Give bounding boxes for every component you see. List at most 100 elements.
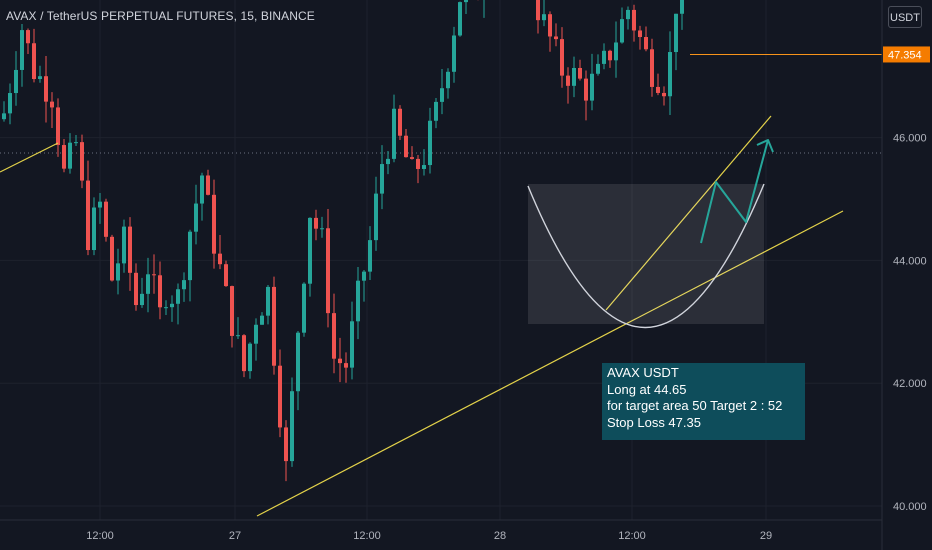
symbol-title[interactable]: AVAX / TetherUS PERPETUAL FUTURES, 15, B… <box>6 9 315 23</box>
time-tick-label: 29 <box>760 530 772 542</box>
candle-body <box>572 67 576 86</box>
candle-body <box>218 253 222 265</box>
candle-body <box>314 217 318 229</box>
time-axis: 12:00 27 12:00 28 12:00 29 <box>0 519 882 542</box>
candle-body <box>386 158 390 165</box>
candle-body <box>452 35 456 72</box>
candle-body <box>230 286 234 336</box>
candle-body <box>422 165 426 169</box>
candle-body <box>458 2 462 36</box>
price-axis: 54.00052.00050.00046.00044.00042.00040.0… <box>881 0 930 550</box>
candle-body <box>188 231 192 281</box>
candle-body <box>374 193 378 241</box>
candle-body <box>290 391 294 462</box>
candles <box>2 0 684 482</box>
candle-body <box>74 142 78 144</box>
candle-body <box>104 201 108 237</box>
candle-body <box>68 142 72 169</box>
candle-body <box>200 175 204 204</box>
projection-arrow-head <box>756 139 774 153</box>
candle-body <box>356 280 360 322</box>
candle-body <box>398 108 402 136</box>
candle-body <box>194 203 198 232</box>
candle-body <box>680 0 684 14</box>
candle-body <box>176 289 180 304</box>
candle-body <box>62 145 66 169</box>
candle-body <box>614 42 618 61</box>
candle-body <box>242 335 246 372</box>
candle-body <box>146 274 150 294</box>
price-label-bg <box>883 46 930 63</box>
note-line-1: AVAX USDT <box>607 365 679 380</box>
candle-body <box>14 69 18 94</box>
candle-body <box>560 39 564 76</box>
candle-body <box>350 321 354 368</box>
time-tick-label: 12:00 <box>618 530 646 542</box>
candle-body <box>404 135 408 158</box>
candle-body <box>182 280 186 290</box>
trendline-top-left <box>0 142 59 173</box>
time-tick-label: 27 <box>229 530 241 542</box>
cup-curve <box>527 183 765 328</box>
candle-body <box>542 14 546 21</box>
price-label: 47.354 <box>883 46 930 63</box>
time-tick-label: 12:00 <box>353 530 381 542</box>
candle-body <box>134 272 138 306</box>
candle-body <box>164 307 168 309</box>
candle-body <box>620 19 624 43</box>
cup-zone <box>528 184 764 324</box>
candle-body <box>590 73 594 101</box>
candle-body <box>152 274 156 276</box>
time-tick-label: 28 <box>494 530 506 542</box>
candle-body <box>380 164 384 194</box>
candle-body <box>296 332 300 392</box>
candle-body <box>440 88 444 102</box>
candle-body <box>248 343 252 372</box>
candle-body <box>224 264 228 287</box>
candle-body <box>8 93 12 114</box>
candle-body <box>2 113 6 120</box>
candle-body <box>608 50 612 61</box>
candle-body <box>26 30 30 44</box>
candle-body <box>656 86 660 93</box>
candle-body <box>80 142 84 181</box>
candle-body <box>236 335 240 337</box>
candle-body <box>332 313 336 359</box>
candle-body <box>158 275 162 308</box>
candle-body <box>668 52 672 97</box>
candle-body <box>554 36 558 40</box>
note-line-2: Long at 44.65 <box>607 381 687 397</box>
support-trendline <box>256 210 844 517</box>
candle-body <box>212 194 216 254</box>
candle-body <box>254 324 258 344</box>
candle-body <box>428 120 432 166</box>
candle-body <box>92 207 96 251</box>
candle-body <box>416 158 420 169</box>
currency-button[interactable]: USDT <box>888 6 922 28</box>
price-tick-label: 40.000 <box>893 501 927 513</box>
candle-body <box>116 263 120 281</box>
candle-body <box>650 49 654 87</box>
price-tick-label: 44.000 <box>893 255 927 267</box>
candle-body <box>140 293 144 306</box>
candle-body <box>20 30 24 70</box>
trade-note[interactable]: AVAX USDT Long at 44.65 for target area … <box>602 363 805 440</box>
candle-body <box>122 226 126 264</box>
candle-body <box>662 92 666 97</box>
candle-body <box>566 75 570 86</box>
candle-body <box>626 9 630 20</box>
candle-body <box>392 108 396 159</box>
candle-body <box>434 101 438 121</box>
candle-body <box>326 228 330 314</box>
candle-body <box>548 14 552 37</box>
candle-body <box>50 101 54 108</box>
projection-arrow <box>700 139 769 244</box>
candle-body <box>44 76 48 102</box>
candle-body <box>644 37 648 50</box>
candle-body <box>596 63 600 74</box>
candle-body <box>308 217 312 284</box>
breakout-trendline <box>605 115 772 311</box>
chart-drawings[interactable] <box>0 0 882 517</box>
candle-body <box>38 76 42 80</box>
